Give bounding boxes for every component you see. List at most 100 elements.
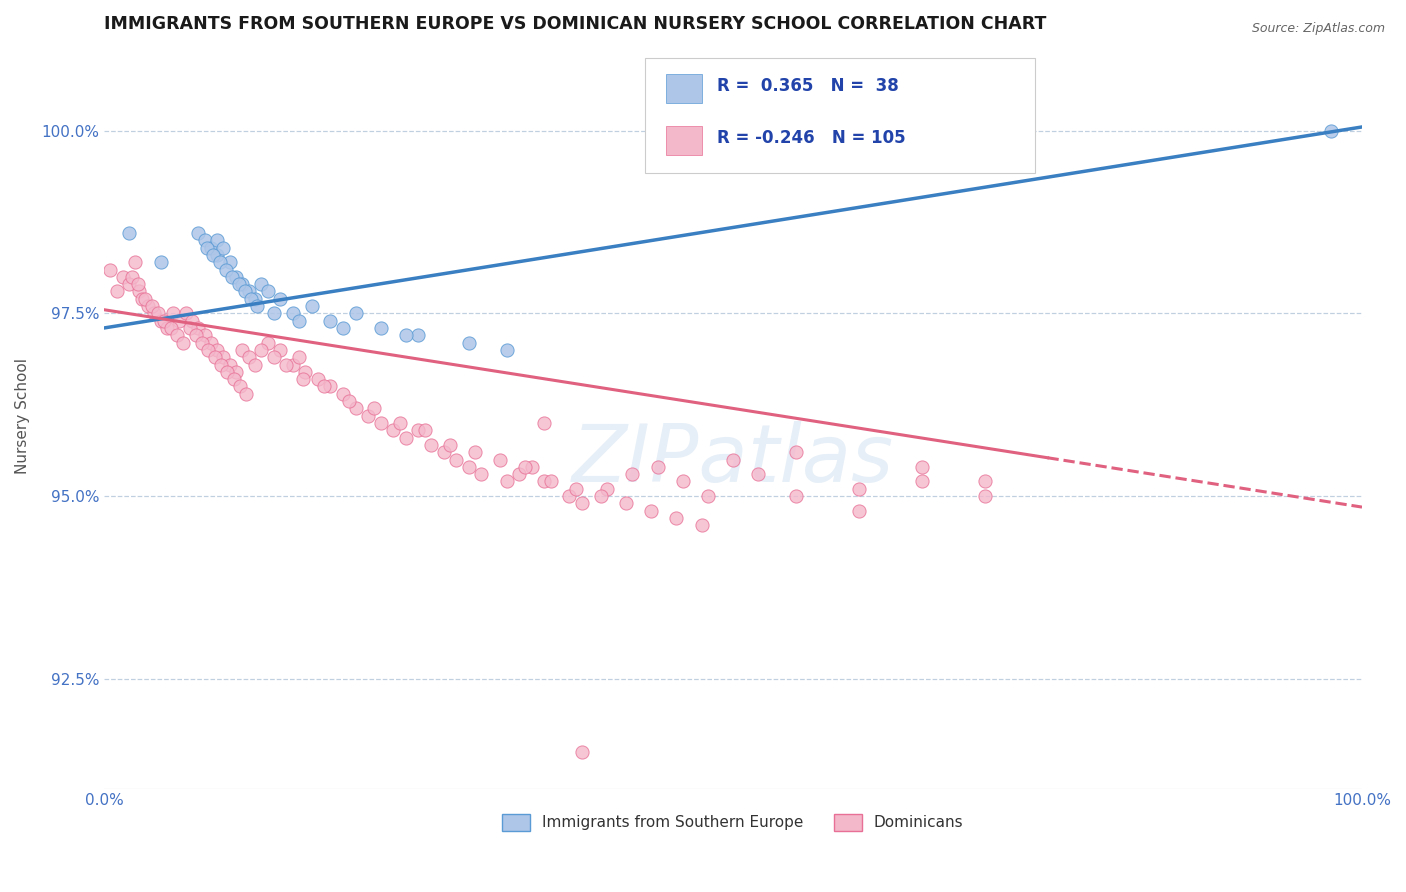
Point <box>212 241 235 255</box>
Point <box>187 226 209 240</box>
Point <box>209 358 232 372</box>
Point <box>640 504 662 518</box>
Text: R =  0.365   N =  38: R = 0.365 N = 38 <box>717 77 898 95</box>
Point <box>191 335 214 350</box>
Point <box>131 292 153 306</box>
Point <box>848 482 870 496</box>
Text: ZIPatlas: ZIPatlas <box>572 421 894 500</box>
Point <box>911 475 934 489</box>
Point <box>614 496 637 510</box>
Point <box>229 379 252 393</box>
Point <box>222 372 245 386</box>
Point <box>146 306 169 320</box>
Point <box>457 335 479 350</box>
Point <box>665 511 688 525</box>
Point <box>212 350 235 364</box>
Point <box>589 489 612 503</box>
Point <box>508 467 530 482</box>
Point <box>169 314 191 328</box>
Point <box>288 350 311 364</box>
Point <box>533 475 555 489</box>
Point <box>231 277 253 292</box>
Point <box>672 475 695 489</box>
Point <box>495 343 517 357</box>
Point <box>246 299 269 313</box>
Point <box>205 248 228 262</box>
Point <box>489 452 512 467</box>
Point <box>263 350 285 364</box>
Point <box>197 343 219 357</box>
Point <box>696 489 718 503</box>
Point <box>200 241 222 255</box>
Point <box>204 350 226 364</box>
Point <box>281 358 304 372</box>
Point <box>174 306 197 320</box>
FancyBboxPatch shape <box>645 58 1035 173</box>
Point <box>179 321 201 335</box>
Point <box>307 372 329 386</box>
Point <box>973 475 995 489</box>
Point <box>156 321 179 335</box>
Point <box>235 386 257 401</box>
Point <box>225 269 247 284</box>
Point <box>228 277 250 292</box>
Point <box>721 452 744 467</box>
Point <box>217 365 239 379</box>
Point <box>153 314 176 328</box>
Point <box>344 401 367 416</box>
Point <box>166 328 188 343</box>
Point <box>690 518 713 533</box>
Point <box>621 467 644 482</box>
Point <box>785 489 807 503</box>
Point <box>520 459 543 474</box>
Point <box>124 255 146 269</box>
Point <box>596 482 619 496</box>
Point <box>413 423 436 437</box>
Point <box>218 255 240 269</box>
Point <box>172 335 194 350</box>
Point <box>314 379 336 393</box>
Point <box>136 299 159 313</box>
Point <box>495 475 517 489</box>
Point <box>118 226 141 240</box>
Point <box>208 255 231 269</box>
Point <box>143 306 166 320</box>
Point <box>319 314 342 328</box>
Point <box>250 277 273 292</box>
Point <box>564 482 586 496</box>
Point <box>250 343 273 357</box>
Legend: Immigrants from Southern Europe, Dominicans: Immigrants from Southern Europe, Dominic… <box>496 808 970 837</box>
Point <box>121 269 143 284</box>
Point <box>134 292 156 306</box>
Point <box>149 314 172 328</box>
Point <box>439 438 461 452</box>
Text: IMMIGRANTS FROM SOUTHERN EUROPE VS DOMINICAN NURSERY SCHOOL CORRELATION CHART: IMMIGRANTS FROM SOUTHERN EUROPE VS DOMIN… <box>104 15 1046 33</box>
Y-axis label: Nursery School: Nursery School <box>15 358 30 474</box>
Point <box>194 233 217 247</box>
Point <box>256 285 278 299</box>
Point <box>395 328 418 343</box>
Point <box>118 277 141 292</box>
Point <box>240 292 263 306</box>
Point <box>370 321 392 335</box>
Point <box>571 745 593 759</box>
Point <box>194 328 217 343</box>
Point <box>911 459 934 474</box>
Point <box>215 262 238 277</box>
Point <box>357 409 380 423</box>
Point <box>238 350 260 364</box>
Point <box>571 496 593 510</box>
Point <box>233 285 256 299</box>
Point <box>184 328 207 343</box>
Point <box>181 314 204 328</box>
Point <box>162 306 184 320</box>
Point <box>344 306 367 320</box>
Point <box>464 445 486 459</box>
Point <box>408 328 430 343</box>
Point <box>515 459 537 474</box>
Point <box>395 431 418 445</box>
Point <box>319 379 342 393</box>
Point <box>444 452 467 467</box>
Point <box>1319 123 1341 137</box>
Point <box>332 321 354 335</box>
